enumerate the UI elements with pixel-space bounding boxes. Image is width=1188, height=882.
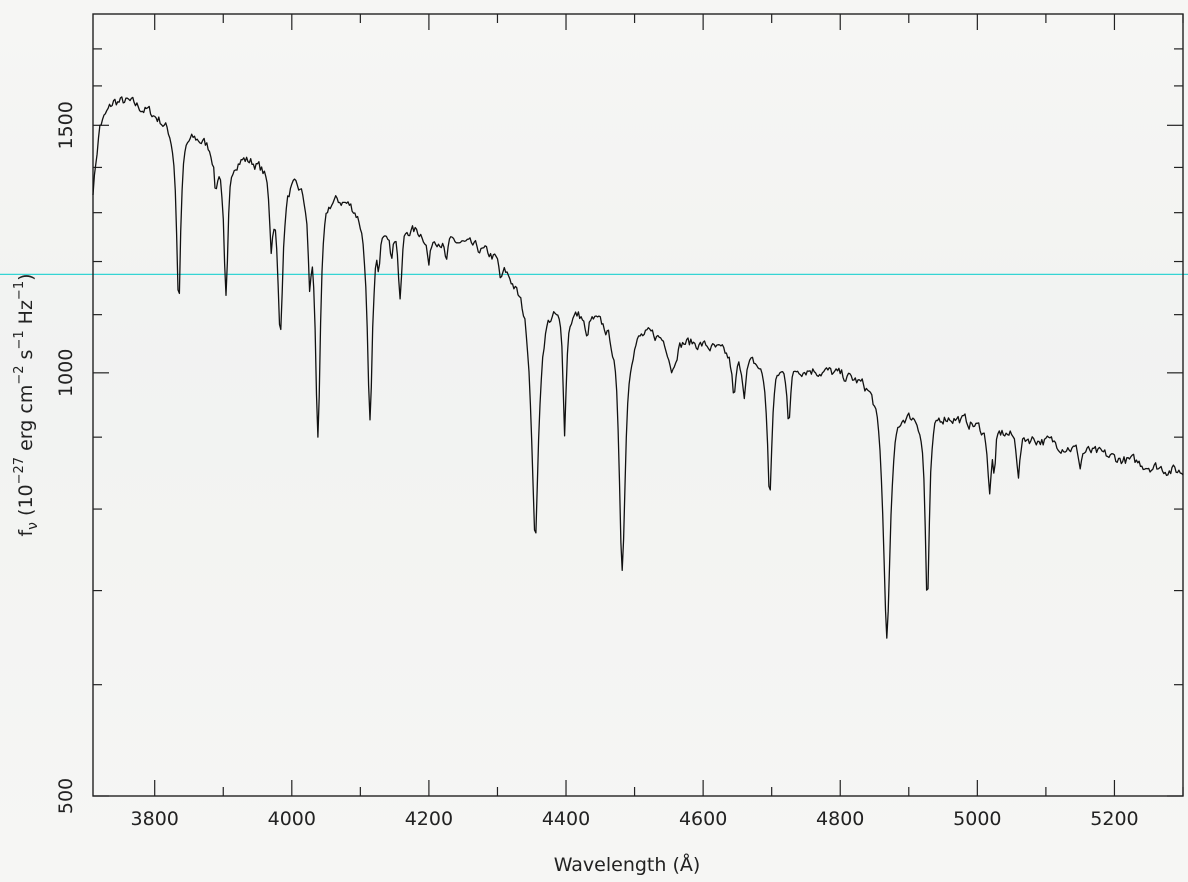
y-axis-label: fν (10−27 erg cm−2 s−1 Hz−1): [12, 273, 41, 536]
y-tick-label: 1000: [55, 349, 77, 397]
y-tick-label: 500: [55, 778, 77, 814]
x-tick-label: 4000: [268, 808, 316, 830]
y-tick-label: 1500: [55, 101, 77, 149]
plot-frame: [92, 13, 1184, 797]
axis-ticks: [93, 14, 1184, 797]
x-tick-label: 4600: [679, 808, 727, 830]
x-tick-label: 4400: [542, 808, 590, 830]
x-tick-label: 5200: [1090, 808, 1138, 830]
tick-labels: 3800 4000 4200 4400 4600 4800 5000 5200 500 1000 1…: [55, 101, 1139, 830]
x-tick-label: 5000: [953, 808, 1001, 830]
x-tick-label: 4800: [816, 808, 864, 830]
x-tick-label: 3800: [131, 808, 179, 830]
spectrum-series-line: [92, 96, 1184, 639]
x-axis-label: Wavelength (Å): [554, 853, 701, 876]
x-tick-label: 4200: [405, 808, 453, 830]
